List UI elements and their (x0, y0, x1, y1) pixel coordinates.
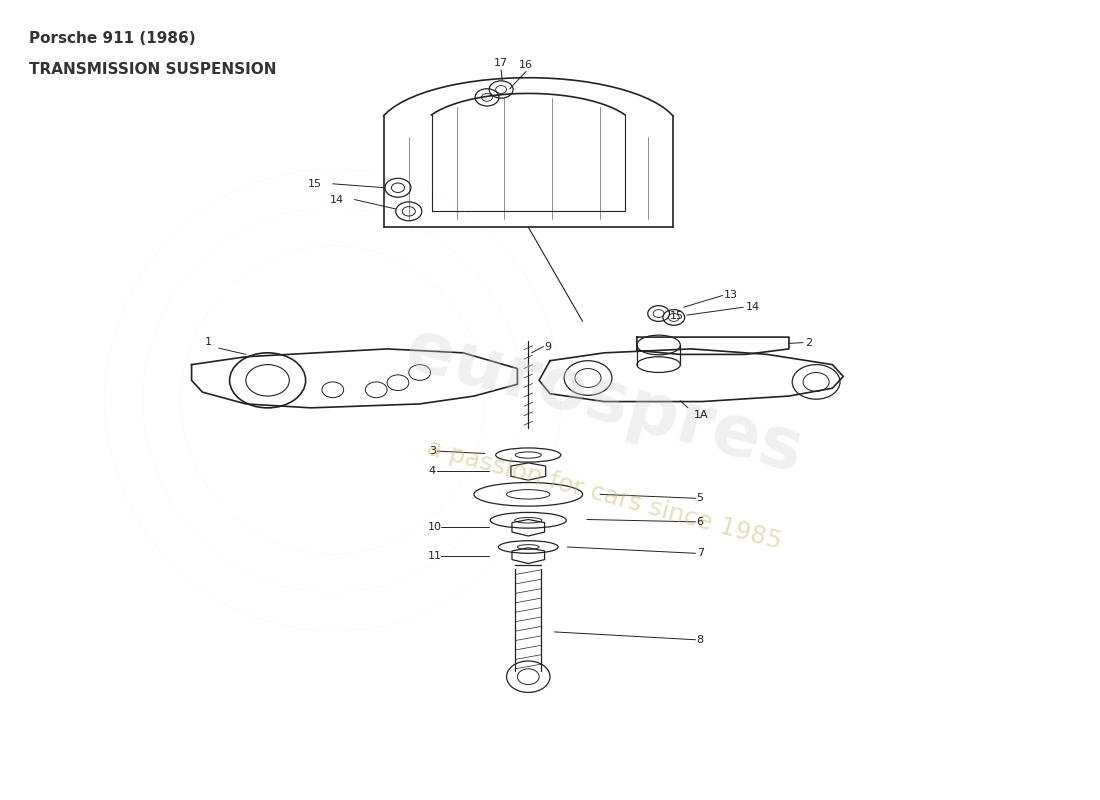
Text: 7: 7 (696, 548, 704, 558)
Text: 4: 4 (429, 466, 436, 476)
Text: 14: 14 (746, 302, 760, 312)
Text: 3: 3 (429, 446, 436, 456)
Text: 11: 11 (428, 550, 441, 561)
Text: Porsche 911 (1986): Porsche 911 (1986) (29, 30, 196, 46)
Text: 14: 14 (330, 194, 343, 205)
Text: 10: 10 (428, 522, 441, 532)
Text: 5: 5 (696, 494, 704, 503)
Text: a passion for cars since 1985: a passion for cars since 1985 (425, 435, 784, 554)
Text: 1: 1 (205, 337, 211, 346)
Text: 15: 15 (308, 179, 322, 189)
Text: 1A: 1A (693, 410, 708, 420)
Text: 13: 13 (724, 290, 738, 301)
Text: 2: 2 (805, 338, 813, 348)
Text: 16: 16 (519, 60, 534, 70)
Text: 8: 8 (696, 634, 704, 645)
Text: 17: 17 (494, 58, 508, 68)
Text: TRANSMISSION SUSPENSION: TRANSMISSION SUSPENSION (29, 62, 276, 77)
Text: 6: 6 (696, 517, 704, 527)
Text: 15: 15 (670, 311, 683, 322)
Text: 9: 9 (544, 342, 552, 351)
Text: eurosp⁠⁠res: eurosp⁠⁠res (398, 314, 811, 486)
